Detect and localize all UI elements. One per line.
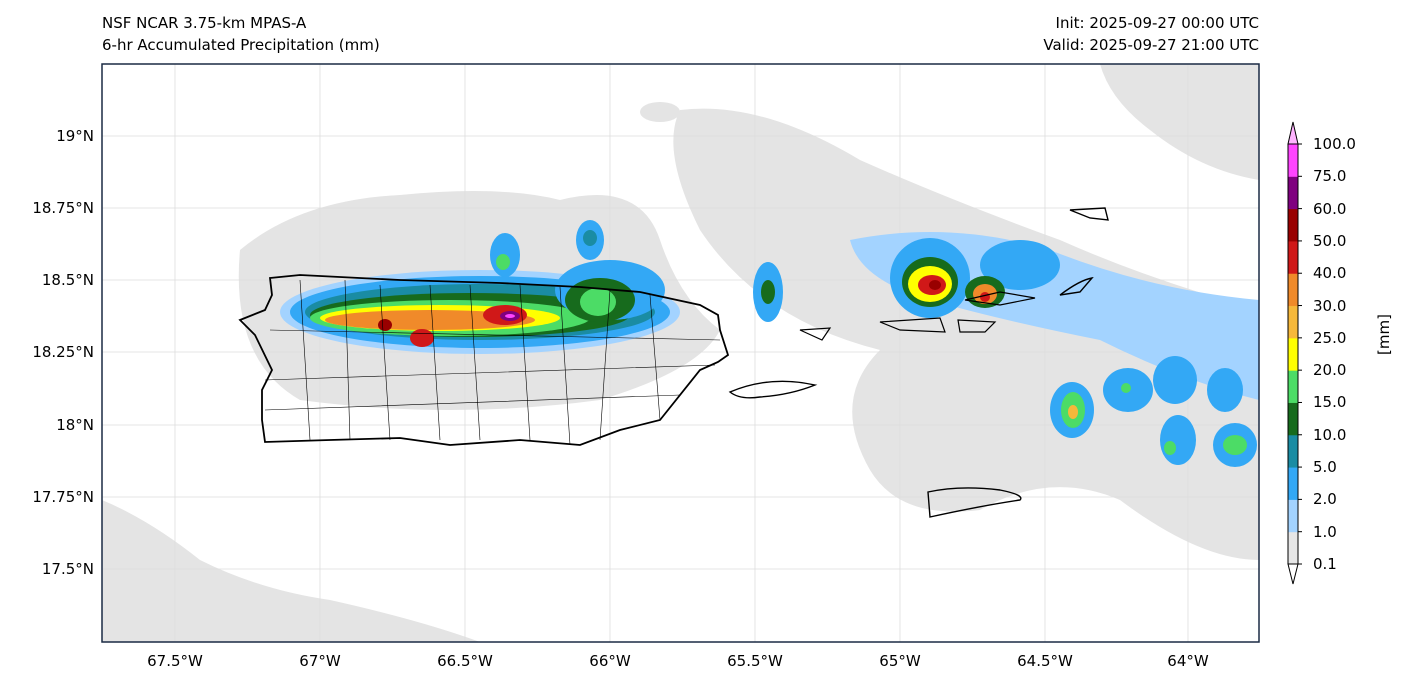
colorbar-tick-label: 20.0	[1313, 361, 1347, 380]
lon-tick: 65°W	[879, 652, 921, 670]
lat-tick: 17.5°N	[41, 560, 94, 578]
colorbar-over-extend	[1287, 121, 1299, 145]
model-title: NSF NCAR 3.75-km MPAS-A	[102, 14, 307, 32]
lon-tick: 65.5°W	[727, 652, 783, 670]
lat-tick: 18°N	[56, 416, 94, 434]
colorbar-segment	[1288, 402, 1298, 436]
colorbar-tick-label: 40.0	[1313, 264, 1347, 283]
colorbar-segment	[1288, 144, 1298, 177]
colorbar-under-extend	[1287, 563, 1299, 585]
lon-tick: 64.5°W	[1017, 652, 1073, 670]
field-title: 6-hr Accumulated Precipitation (mm)	[102, 36, 380, 54]
precip-cells	[280, 220, 1259, 467]
colorbar-tick-label: 2.0	[1313, 490, 1337, 509]
colorbar-segment	[1288, 240, 1298, 274]
colorbar-segment	[1288, 208, 1298, 242]
colorbar-segment	[1288, 273, 1298, 307]
colorbar-segment	[1288, 370, 1298, 403]
lat-tick: 19°N	[56, 127, 94, 145]
lat-tick: 18.25°N	[32, 343, 94, 361]
grid-lines	[102, 64, 1259, 642]
colorbar-tick-label: 10.0	[1313, 425, 1347, 444]
colorbar-segment	[1288, 531, 1298, 565]
lon-tick: 67.5°W	[147, 652, 203, 670]
colorbar-tick-label: 50.0	[1313, 231, 1347, 250]
lat-tick: 18.75°N	[32, 199, 94, 217]
map-area	[102, 64, 1259, 642]
colorbar-segment	[1288, 434, 1298, 468]
colorbar	[1287, 121, 1302, 585]
colorbar-tick-label: 0.1	[1313, 555, 1337, 573]
lon-tick: 66°W	[589, 652, 631, 670]
lat-tick: 18.5°N	[41, 271, 94, 289]
colorbar-segment	[1288, 337, 1298, 371]
colorbar-segment	[1288, 305, 1298, 339]
coastlines	[238, 207, 1109, 518]
colorbar-outline	[1287, 143, 1299, 565]
colorbar-segment	[1288, 499, 1298, 533]
colorbar-tick-label: 25.0	[1313, 328, 1347, 347]
lon-tick: 64°W	[1167, 652, 1209, 670]
colorbar-segment	[1288, 467, 1298, 500]
colorbar-tick-label: 1.0	[1313, 522, 1337, 541]
colorbar-segment	[1288, 176, 1298, 210]
map-frame	[101, 63, 1260, 643]
colorbar-tick-label: 30.0	[1313, 296, 1347, 315]
colorbar-tick-label: 100.0	[1313, 135, 1356, 153]
municipality-borders	[264, 279, 721, 446]
colorbar-tick-label: 5.0	[1313, 458, 1337, 477]
lon-tick: 66.5°W	[437, 652, 493, 670]
colorbar-tick-label: 60.0	[1313, 199, 1347, 218]
lat-tick: 17.75°N	[32, 488, 94, 506]
lon-tick: 67°W	[299, 652, 341, 670]
colorbar-tick-label: 75.0	[1313, 167, 1347, 186]
colorbar-unit-label: [mm]	[1375, 314, 1393, 355]
valid-time: Valid: 2025-09-27 21:00 UTC	[1043, 36, 1259, 54]
init-time: Init: 2025-09-27 00:00 UTC	[1055, 14, 1259, 32]
colorbar-tick-label: 15.0	[1313, 393, 1347, 412]
